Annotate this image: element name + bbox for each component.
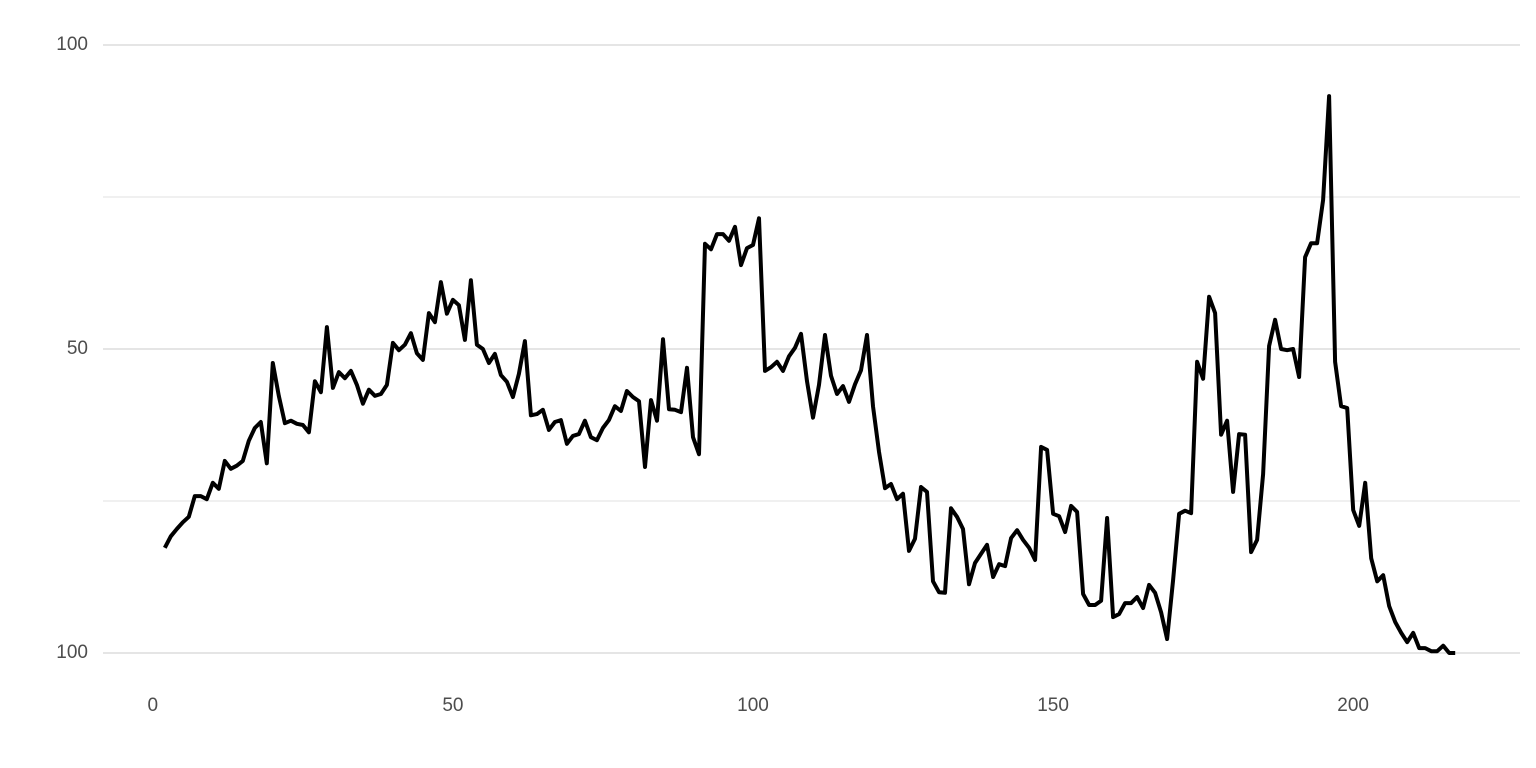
- x-tick-label: 0: [148, 695, 159, 716]
- x-tick-label: 50: [442, 695, 463, 716]
- data-line: [163, 94, 1456, 655]
- y-tick-label: 100: [56, 34, 88, 55]
- y-tick-label: 100: [56, 642, 88, 663]
- y-tick-label: 50: [67, 338, 88, 359]
- x-tick-label: 200: [1337, 695, 1369, 716]
- x-tick-label: 150: [1037, 695, 1069, 716]
- x-tick-label: 100: [737, 695, 769, 716]
